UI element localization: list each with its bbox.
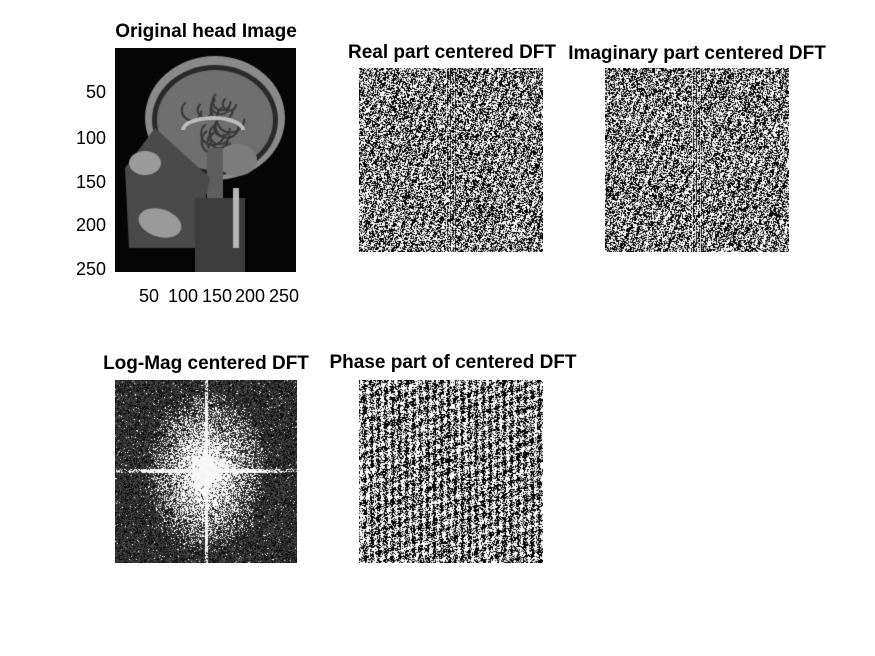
log-mag-title: Log-Mag centered DFT <box>103 353 309 374</box>
ytick-label: 150 <box>75 172 106 192</box>
ytick-label: 50 <box>85 82 106 102</box>
xtick-label: 200 <box>235 286 266 306</box>
real-part-title: Real part centered DFT <box>348 42 556 63</box>
phase-part-dft-image <box>359 380 543 563</box>
xtick-label: 100 <box>168 286 199 306</box>
phase-part-title: Phase part of centered DFT <box>329 352 577 373</box>
xtick-label: 50 <box>139 286 160 306</box>
xtick-label: 250 <box>269 286 300 306</box>
ytick-label: 250 <box>75 259 106 279</box>
imaginary-part-dft-image <box>605 68 789 252</box>
ytick-label: 200 <box>75 215 106 235</box>
ytick-label: 100 <box>75 128 106 148</box>
log-mag-dft-image <box>115 380 297 563</box>
original-image-title: Original head Image <box>115 21 297 42</box>
real-part-dft-image <box>359 68 543 252</box>
imaginary-part-title: Imaginary part centered DFT <box>568 43 826 64</box>
xtick-label: 150 <box>202 286 233 306</box>
original-head-image <box>115 48 296 272</box>
